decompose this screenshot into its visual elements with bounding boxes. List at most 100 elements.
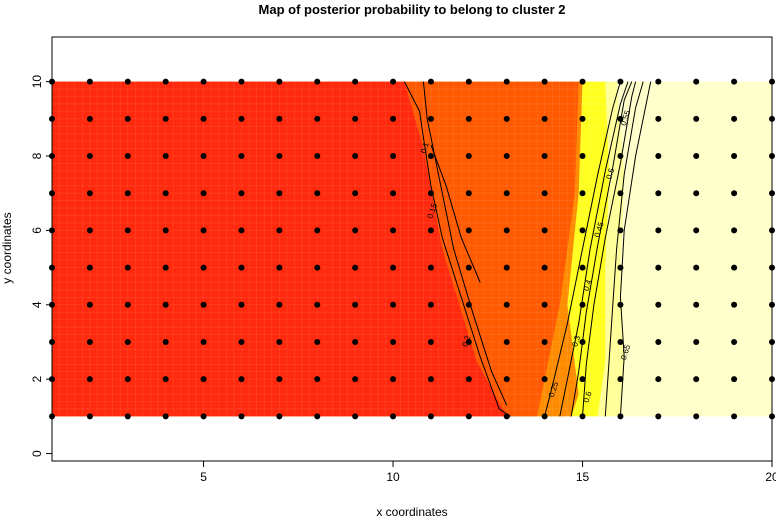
data-point	[579, 190, 586, 197]
data-point	[731, 78, 738, 85]
data-point	[86, 78, 93, 85]
data-point	[352, 376, 359, 383]
data-point	[655, 78, 662, 85]
data-point	[390, 338, 397, 345]
data-point	[86, 301, 93, 308]
data-point	[465, 338, 472, 345]
y-tick-label: 8	[30, 152, 44, 159]
data-point	[503, 376, 510, 383]
contour-lines	[403, 81, 652, 417]
y-axis-label: y coordinates	[0, 212, 14, 283]
data-point	[390, 78, 397, 85]
data-point	[124, 78, 131, 85]
data-point	[427, 190, 434, 197]
data-point	[200, 376, 207, 383]
data-point	[655, 376, 662, 383]
x-tick-label: 10	[386, 470, 400, 484]
data-point	[390, 227, 397, 234]
data-point	[86, 413, 93, 420]
data-point	[86, 338, 93, 345]
data-point	[124, 190, 131, 197]
data-point	[238, 264, 245, 271]
data-point	[86, 264, 93, 271]
contour-line	[559, 81, 629, 417]
data-point	[162, 338, 169, 345]
data-point	[579, 413, 586, 420]
data-point	[465, 78, 472, 85]
contour-line	[422, 81, 508, 406]
data-point	[200, 78, 207, 85]
data-point	[86, 115, 93, 122]
data-point	[541, 376, 548, 383]
data-point	[314, 413, 321, 420]
data-point	[655, 115, 662, 122]
data-point	[238, 413, 245, 420]
data-point	[427, 115, 434, 122]
y-tick-label: 0	[30, 450, 44, 457]
data-point	[541, 78, 548, 85]
data-point	[276, 264, 283, 271]
y-tick-label: 4	[30, 301, 44, 308]
data-point	[390, 376, 397, 383]
data-point	[390, 413, 397, 420]
data-point	[465, 153, 472, 160]
data-point	[731, 153, 738, 160]
data-point	[503, 338, 510, 345]
data-point	[200, 190, 207, 197]
data-point	[238, 115, 245, 122]
data-point	[693, 78, 700, 85]
data-point	[427, 301, 434, 308]
data-point	[352, 413, 359, 420]
data-point	[238, 338, 245, 345]
data-point	[162, 227, 169, 234]
data-point	[162, 78, 169, 85]
data-point	[579, 115, 586, 122]
x-tick-label: 20	[765, 470, 776, 484]
contour-line	[604, 81, 644, 417]
data-point	[731, 115, 738, 122]
data-point	[124, 153, 131, 160]
data-point	[200, 227, 207, 234]
data-point	[238, 227, 245, 234]
data-point	[124, 301, 131, 308]
region-red	[52, 81, 507, 417]
x-tick-label: 15	[576, 470, 590, 484]
data-point	[276, 115, 283, 122]
data-point	[503, 301, 510, 308]
data-point	[693, 376, 700, 383]
data-point	[352, 153, 359, 160]
data-point	[352, 78, 359, 85]
data-point	[617, 153, 624, 160]
data-point	[390, 115, 397, 122]
data-point	[162, 413, 169, 420]
data-point	[276, 413, 283, 420]
data-point	[731, 264, 738, 271]
data-point	[390, 264, 397, 271]
data-point	[427, 264, 434, 271]
data-point	[579, 264, 586, 271]
data-point	[314, 264, 321, 271]
data-point	[352, 301, 359, 308]
data-point	[200, 115, 207, 122]
data-point	[503, 153, 510, 160]
data-point	[238, 376, 245, 383]
data-point	[655, 301, 662, 308]
data-point	[465, 190, 472, 197]
data-point	[352, 264, 359, 271]
data-point	[427, 413, 434, 420]
data-point	[503, 190, 510, 197]
data-point	[124, 413, 131, 420]
data-point	[541, 227, 548, 234]
data-point	[617, 413, 624, 420]
contour-line	[403, 81, 511, 417]
contour-line	[544, 81, 621, 417]
data-point	[162, 376, 169, 383]
y-tick-label: 10	[30, 75, 44, 89]
data-point	[86, 227, 93, 234]
data-point	[352, 190, 359, 197]
data-point	[693, 301, 700, 308]
data-point	[352, 227, 359, 234]
data-point	[427, 338, 434, 345]
data-points	[49, 78, 775, 420]
